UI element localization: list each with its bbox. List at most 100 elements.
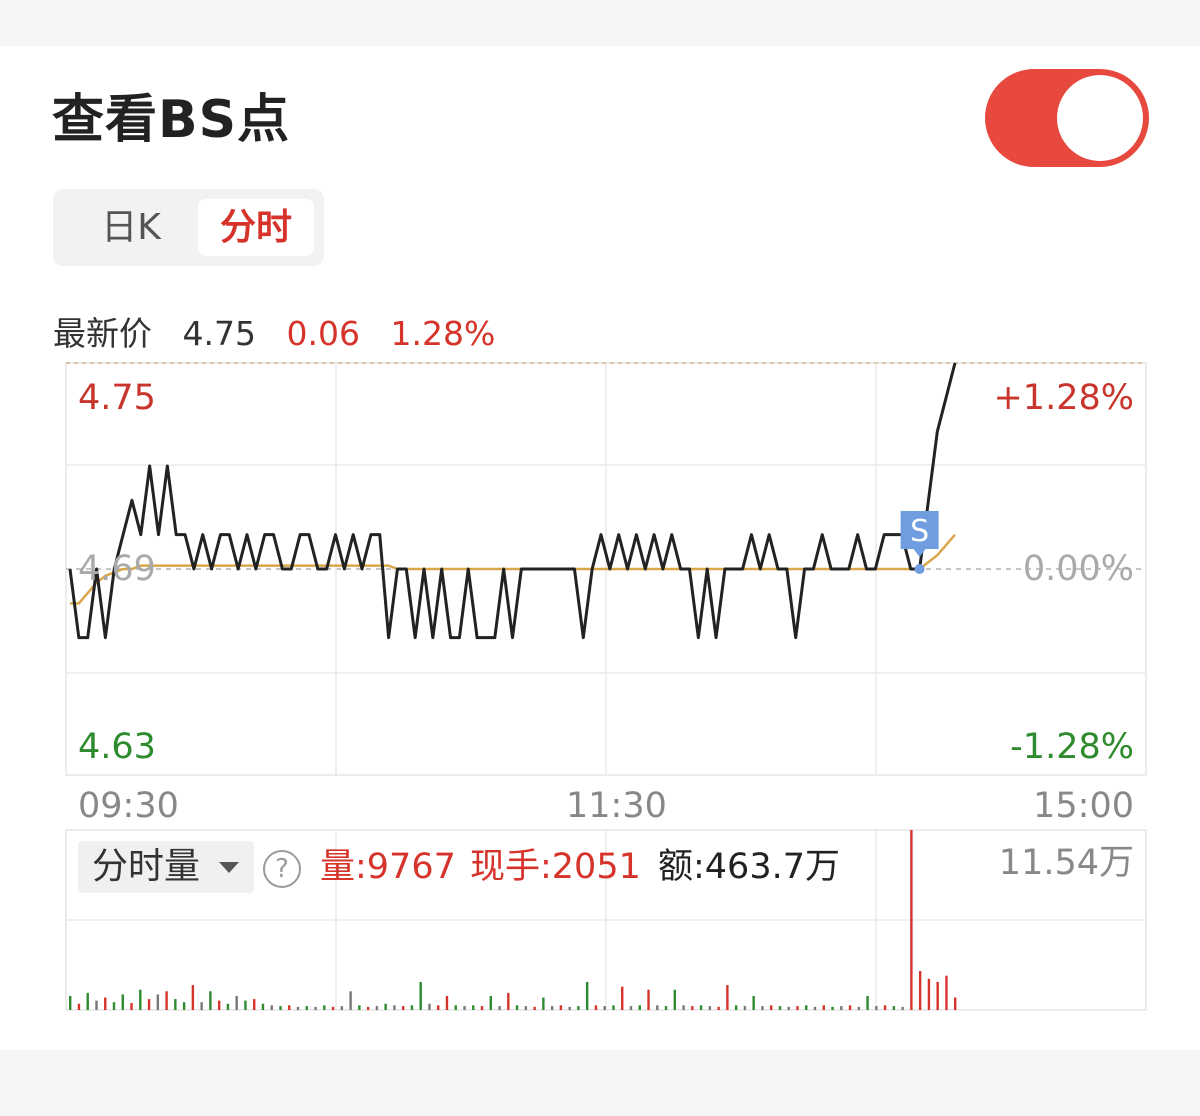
volume-bar [112, 1002, 116, 1010]
volume-bar [366, 1006, 370, 1010]
volume-bar [296, 1006, 300, 1010]
volume-bar [778, 1006, 782, 1010]
volume-bar [454, 1005, 457, 1010]
volume-bar [235, 995, 238, 1010]
volume-bar [577, 1006, 580, 1010]
x-tick-label: 11:30 [566, 786, 667, 826]
volume-bar [743, 1006, 747, 1010]
volume-bar [954, 997, 957, 1010]
volume-bar [472, 1005, 475, 1010]
volume-bar [226, 1003, 230, 1010]
volume-bar [419, 981, 422, 1010]
volume-bar [699, 1005, 703, 1010]
volume-bar [813, 1006, 817, 1010]
volume-bar [656, 1005, 659, 1010]
volume-bar [217, 1000, 221, 1010]
volume-bar [69, 995, 72, 1010]
tab-daily-k[interactable]: 日K [101, 207, 161, 248]
volume-bar [182, 1002, 186, 1010]
volume-bar [489, 995, 492, 1010]
volume-bar [761, 1006, 764, 1010]
volume-bar [314, 1006, 317, 1010]
volume-bar [787, 1006, 790, 1010]
tab-intraday[interactable]: 分时 [198, 199, 314, 256]
volume-bar [638, 1005, 641, 1010]
volume-bar [261, 1003, 265, 1010]
volume-bar [594, 1005, 598, 1010]
volume-bar [892, 1006, 896, 1010]
latest-quote: 最新价 4.75 0.06 1.28% [53, 312, 515, 356]
volume-bar [945, 975, 948, 1010]
volume-bar [673, 989, 677, 1010]
volume-bar [936, 981, 939, 1010]
volume-bar [244, 1000, 247, 1010]
sell-point-dot [914, 564, 925, 574]
volume-bar [375, 1006, 379, 1010]
bs-toggle-switch[interactable] [985, 69, 1149, 167]
latest-price: 4.75 [182, 314, 256, 353]
period-tabs: 日K 分时 [53, 189, 324, 266]
volume-bar [253, 999, 256, 1010]
turnover-amount: 额:463.7万 [658, 847, 840, 887]
volume-bar [331, 1006, 335, 1010]
price-line [68, 362, 957, 640]
volume-bar [86, 992, 89, 1010]
volume-bar [910, 830, 913, 1010]
volume-bar [349, 991, 352, 1010]
x-tick-label: 15:00 [1033, 786, 1134, 826]
volume-bar [629, 1006, 633, 1010]
volume-bar [270, 1005, 273, 1010]
y-left-top-label: 4.75 [78, 378, 156, 418]
volume-bar [883, 1005, 887, 1010]
sell-signal-label: S [910, 514, 929, 549]
y-left-mid-label: 4.69 [78, 549, 156, 589]
volume-bar [480, 1006, 484, 1010]
volume-bar [559, 1005, 563, 1010]
volume-bar [393, 1005, 396, 1010]
volume-bar [866, 995, 869, 1010]
volume-bar [796, 1006, 799, 1010]
toggle-knob [1057, 75, 1143, 161]
volume-bar [305, 1006, 308, 1010]
volume-value: 量:9767 [320, 847, 456, 887]
volume-bar [323, 1005, 326, 1010]
volume-bar [822, 1005, 825, 1010]
volume-bar [769, 1005, 773, 1010]
volume-bar [717, 1006, 720, 1010]
volume-bar [515, 1005, 519, 1010]
volume-bar [288, 1005, 291, 1010]
volume-bar [752, 995, 755, 1010]
volume-bar [647, 989, 650, 1010]
volume-bar [437, 1005, 440, 1010]
volume-bar [445, 995, 449, 1010]
latest-price-label: 最新价 [53, 314, 152, 353]
volume-bar [542, 997, 545, 1010]
volume-bar [401, 1006, 405, 1010]
volume-bar [200, 1002, 203, 1010]
volume-bar [410, 1005, 414, 1010]
volume-bar [568, 1006, 571, 1010]
volume-bar [130, 1002, 133, 1010]
volume-bar [498, 1006, 501, 1010]
volume-max-label: 11.54万 [998, 843, 1134, 883]
volume-bar [139, 989, 142, 1010]
volume-bar [901, 1006, 904, 1010]
volume-bar [612, 1005, 615, 1010]
volume-bar [147, 999, 151, 1010]
volume-indicator-select[interactable]: 分时量 [78, 841, 254, 893]
y-left-bottom-label: 4.63 [78, 727, 156, 767]
price-change: 0.06 [286, 314, 360, 353]
y-right-top-label: +1.28% [993, 378, 1134, 418]
volume-bar [165, 991, 168, 1010]
volume-bar [384, 1003, 387, 1010]
volume-bar [875, 1006, 878, 1010]
help-icon[interactable]: ? [263, 850, 301, 888]
price-change-pct: 1.28% [390, 314, 496, 353]
volume-bar [507, 992, 510, 1010]
volume-bar [682, 1005, 685, 1010]
volume-bar [533, 1006, 536, 1010]
volume-bar [428, 1003, 431, 1010]
volume-indicator-label: 分时量 [92, 846, 201, 887]
volume-bar [121, 994, 124, 1010]
